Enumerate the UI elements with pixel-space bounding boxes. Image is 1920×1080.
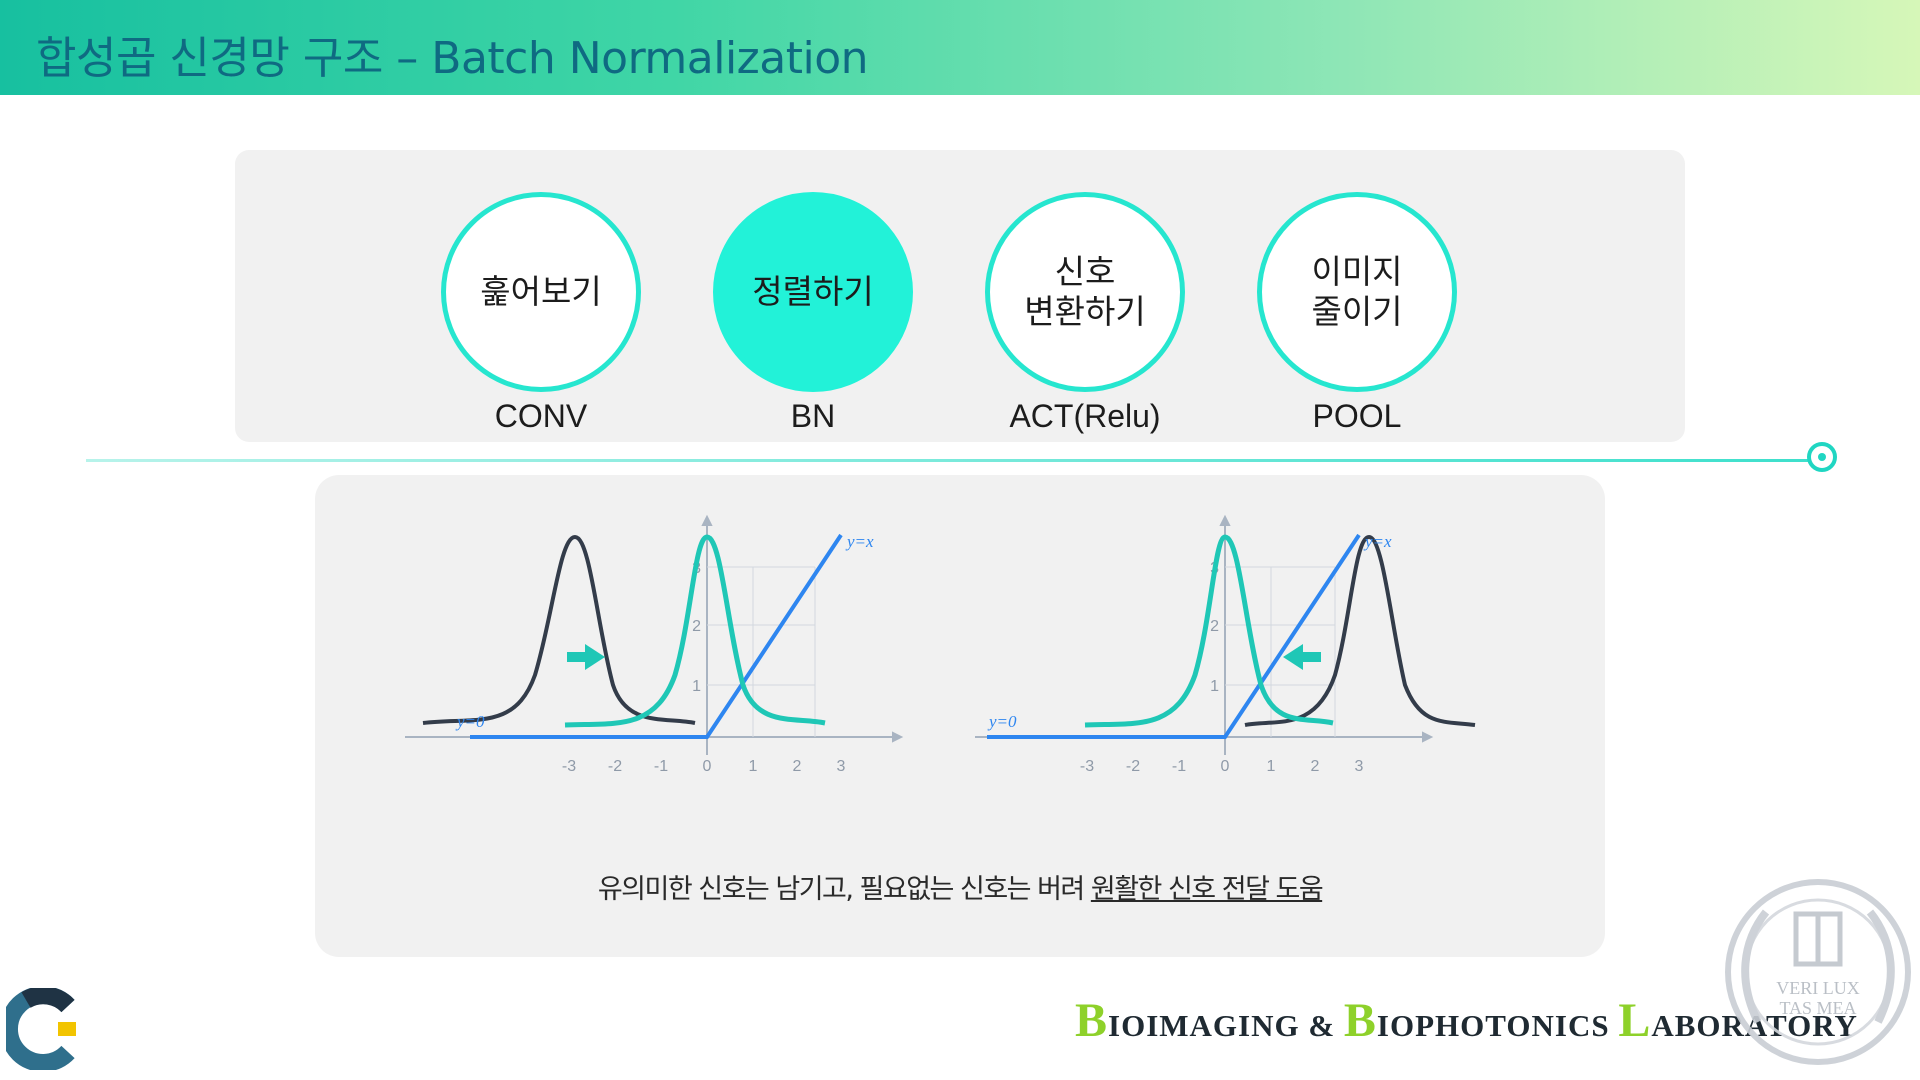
lab-initial-b1: B [1075, 994, 1109, 1047]
x-tick: 0 [703, 758, 712, 775]
step-circle-pool: 이미지 줄이기 [1257, 192, 1457, 392]
step-act: 신호 변환하기 ACT(Relu) [985, 192, 1185, 435]
step-circle-act: 신호 변환하기 [985, 192, 1185, 392]
step-conv: 훑어보기 CONV [441, 192, 641, 435]
x-tick: 1 [749, 758, 758, 775]
x-tick: -1 [654, 758, 668, 775]
step-bn: 정렬하기 BN [713, 192, 913, 435]
step-label-conv: CONV [494, 398, 588, 434]
relu-line [470, 533, 843, 739]
caption: 유의미한 신호는 남기고, 필요없는 신호는 버려 원활한 신호 전달 도움 [315, 867, 1605, 906]
x-tick: 2 [793, 758, 802, 775]
y-tick: 2 [692, 618, 701, 635]
x-tick: -3 [1080, 758, 1094, 775]
x-tick: 3 [837, 758, 846, 775]
step-label-bn: BN [790, 398, 836, 434]
page-title: 합성곱 신경망 구조 – Batch Normalization [36, 33, 869, 84]
timeline-line [86, 459, 1808, 462]
relu-line [987, 533, 1361, 739]
step-circle-conv: 훑어보기 [441, 192, 641, 392]
y-tick: 1 [1210, 678, 1219, 695]
step-circle-bn: 정렬하기 [713, 192, 913, 392]
zero-label: y=0 [987, 712, 1017, 731]
x-tick: -1 [1172, 758, 1186, 775]
original-distribution-curve [422, 534, 696, 725]
y-tick: 2 [1210, 618, 1219, 635]
normalized-distribution-curve [564, 534, 826, 728]
university-seal-icon: VERI LUX TAS MEA [1725, 879, 1911, 1065]
y-tick: 1 [692, 678, 701, 695]
pipeline-panel: 훑어보기 CONV 정렬하기 BN 신호 변환하기 ACT(Relu) 이미지 … [235, 150, 1685, 442]
step-label-pool: POOL [1312, 398, 1402, 434]
shift-right-arrow-icon [567, 644, 605, 670]
x-tick: 3 [1355, 758, 1364, 775]
relu-label: y=x [845, 532, 874, 551]
graph-left: -3 -2 -1 0 1 2 3 1 2 3 y=x y=0 [405, 514, 904, 775]
lab-initial-l: L [1618, 994, 1652, 1047]
step-label-act: ACT(Relu) [1009, 398, 1161, 434]
x-tick-labels: -3 -2 -1 0 1 2 3 [1080, 758, 1364, 775]
graph-right: -3 -2 -1 0 1 2 3 1 2 3 y=x y=0 [975, 514, 1476, 775]
x-tick: -2 [1126, 758, 1140, 775]
normalized-distribution-curve [1084, 534, 1334, 728]
zero-label: y=0 [455, 712, 485, 731]
x-tick: 0 [1221, 758, 1230, 775]
caption-text: 유의미한 신호는 남기고, 필요없는 신호는 버려 [597, 874, 1091, 905]
graph-panel: -3 -2 -1 0 1 2 3 1 2 3 y=x y=0 [315, 475, 1605, 957]
x-tick: -2 [608, 758, 622, 775]
x-tick: -3 [562, 758, 576, 775]
x-tick: 1 [1267, 758, 1276, 775]
seal-text-2: TAS MEA [1779, 998, 1856, 1018]
seal-text-1: VERI LUX [1776, 978, 1860, 998]
x-tick: 2 [1311, 758, 1320, 775]
caption-emphasis: 원활한 신호 전달 도움 [1090, 874, 1324, 905]
step-pool: 이미지 줄이기 POOL [1257, 192, 1457, 435]
original-distribution-curve [1244, 534, 1476, 727]
header-bar: 합성곱 신경망 구조 – Batch Normalization [0, 0, 1920, 95]
lab-word-1: IOIMAGING & [1108, 1008, 1344, 1043]
shift-left-arrow-icon [1283, 644, 1321, 670]
c-logo-icon [6, 988, 76, 1070]
timeline-end-dot [1807, 442, 1837, 472]
lab-word-2: IOPHOTONICS [1376, 1008, 1619, 1043]
grid-lines [707, 566, 816, 737]
grid-lines [1225, 566, 1336, 737]
relu-label: y=x [1363, 532, 1392, 551]
x-tick-labels: -3 -2 -1 0 1 2 3 [562, 758, 846, 775]
lab-initial-b2: B [1343, 994, 1377, 1047]
